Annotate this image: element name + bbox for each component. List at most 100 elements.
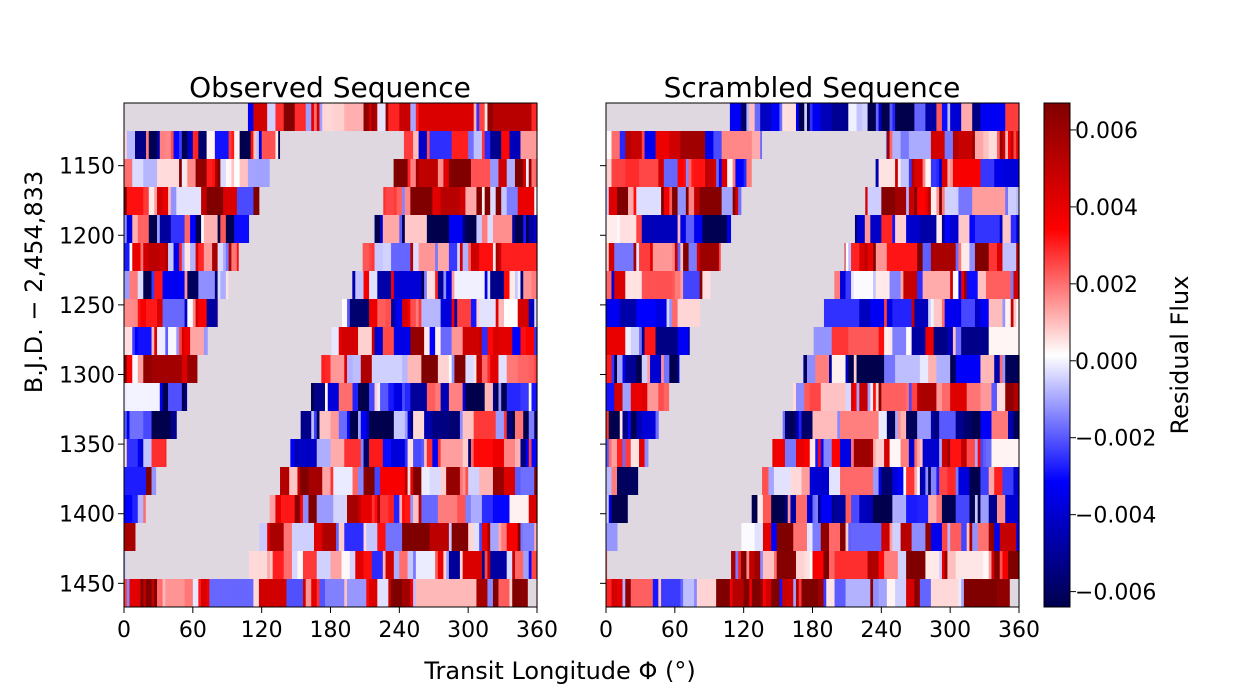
- heat-cell: [845, 383, 849, 412]
- heat-cell: [495, 523, 500, 552]
- heat-cell: [484, 187, 489, 216]
- heat-cell: [812, 467, 816, 496]
- heat-cell: [415, 579, 420, 608]
- heat-cell: [834, 411, 838, 440]
- heat-cell: [520, 495, 524, 524]
- heat-cell: [341, 523, 345, 552]
- heat-cell: [487, 131, 491, 160]
- heat-cell: [487, 327, 491, 356]
- heat-cell: [633, 327, 637, 356]
- heat-cell: [424, 299, 428, 328]
- heat-cell: [195, 187, 199, 216]
- heat-cell: [919, 243, 924, 272]
- heat-cell: [126, 523, 131, 552]
- data-gap: [207, 327, 332, 355]
- heat-cell: [448, 551, 453, 580]
- heat-cell: [418, 523, 422, 552]
- heat-cell: [490, 327, 494, 356]
- heat-cell: [366, 299, 370, 328]
- heat-cell: [176, 579, 180, 608]
- heat-cell: [732, 187, 736, 216]
- heat-cell: [628, 215, 632, 244]
- heat-cell: [443, 411, 447, 440]
- heat-cell: [914, 327, 918, 356]
- heat-cell: [418, 131, 422, 160]
- heat-cell: [330, 579, 334, 608]
- heat-cell: [908, 243, 913, 272]
- heat-cell: [190, 299, 194, 328]
- heat-cell: [377, 355, 381, 384]
- heat-cell: [283, 495, 288, 524]
- heat-cell: [487, 159, 491, 188]
- heat-cell: [639, 355, 643, 384]
- heat-cell: [184, 327, 188, 356]
- heat-cell: [528, 383, 533, 412]
- heat-cell: [523, 551, 527, 580]
- heat-cell: [170, 579, 175, 608]
- heat-cell: [528, 355, 533, 384]
- heat-cell: [895, 327, 899, 356]
- heat-cell: [217, 215, 221, 244]
- heat-cell: [374, 495, 378, 524]
- heat-cell: [917, 355, 921, 384]
- heat-cell: [606, 467, 610, 496]
- heat-cell: [462, 299, 467, 328]
- heat-cell: [492, 327, 497, 356]
- heat-cell: [853, 243, 858, 272]
- heat-cell: [165, 159, 169, 188]
- heat-cell: [140, 187, 144, 216]
- heat-cell: [267, 103, 271, 132]
- heat-cell: [448, 467, 453, 496]
- heat-cell: [925, 439, 929, 468]
- heat-cell: [608, 467, 613, 496]
- heat-cell: [514, 467, 519, 496]
- heat-cell: [440, 271, 444, 300]
- heat-cell: [977, 187, 982, 216]
- heat-cell: [608, 271, 613, 300]
- heat-cell: [1013, 271, 1017, 300]
- heat-cell: [440, 467, 444, 496]
- heat-cell: [366, 243, 370, 272]
- heat-cell: [435, 523, 439, 552]
- heat-cell: [184, 579, 188, 608]
- heat-cell: [421, 243, 425, 272]
- heat-cell: [925, 131, 929, 160]
- heat-cell: [892, 299, 896, 328]
- heat-cell: [870, 215, 874, 244]
- heat-cell: [1007, 271, 1012, 300]
- heat-cell: [369, 103, 373, 132]
- heat-cell: [170, 271, 175, 300]
- heat-cell: [366, 579, 370, 608]
- heat-cell: [473, 495, 478, 524]
- heat-cell: [179, 271, 183, 300]
- heat-cell: [465, 467, 469, 496]
- heat-cell: [862, 271, 866, 300]
- heat-cell: [856, 439, 860, 468]
- heat-cell: [355, 467, 359, 496]
- heat-cell: [385, 579, 389, 608]
- heat-cell: [727, 215, 731, 244]
- heat-cell: [804, 355, 808, 384]
- heat-cell: [534, 467, 538, 496]
- heat-cell: [523, 355, 527, 384]
- heat-cell: [451, 243, 455, 272]
- heat-cell: [677, 327, 681, 356]
- heat-cell: [203, 243, 208, 272]
- heat-cell: [377, 467, 381, 496]
- heat-cell: [514, 159, 519, 188]
- heat-cell: [851, 355, 855, 384]
- heat-cell: [396, 327, 400, 356]
- heat-cell: [523, 131, 527, 160]
- heat-cell: [856, 467, 860, 496]
- heat-cell: [694, 159, 698, 188]
- heat-cell: [972, 243, 976, 272]
- heat-cell: [652, 411, 657, 440]
- heat-cell: [862, 495, 866, 524]
- heat-cell: [873, 467, 877, 496]
- heat-cell: [140, 159, 144, 188]
- heat-cell: [399, 215, 403, 244]
- heat-cell: [410, 439, 414, 468]
- heat-cell: [495, 103, 500, 132]
- heat-cell: [225, 159, 230, 188]
- heat-cell: [338, 383, 343, 412]
